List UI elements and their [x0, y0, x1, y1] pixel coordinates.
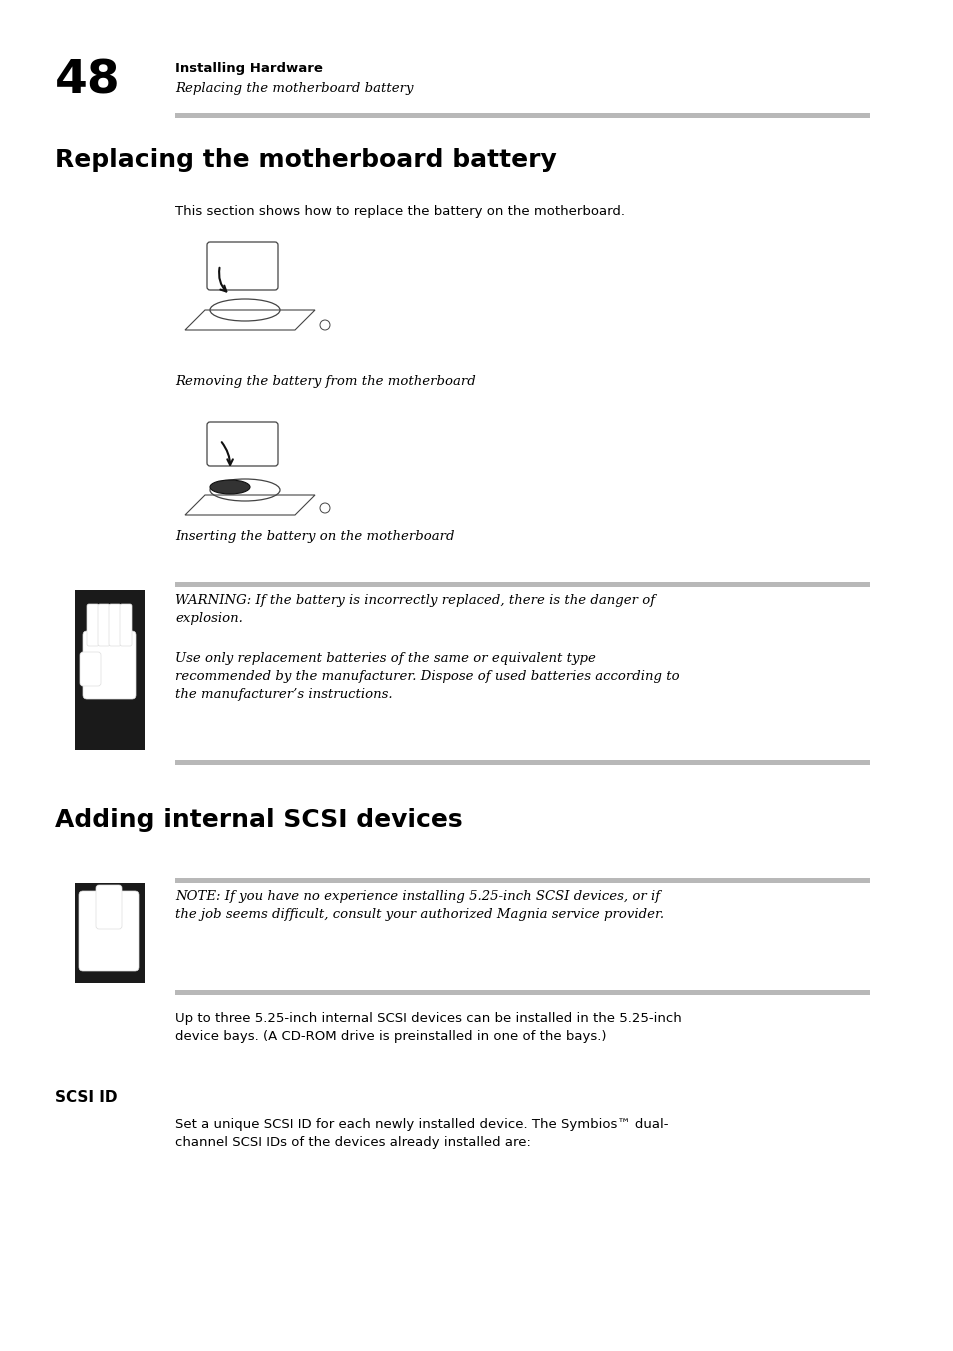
Bar — [75, 884, 145, 984]
Text: 48: 48 — [55, 58, 120, 103]
FancyBboxPatch shape — [98, 604, 110, 646]
Bar — [174, 582, 869, 586]
FancyBboxPatch shape — [96, 885, 122, 929]
Text: Set a unique SCSI ID for each newly installed device. The Symbios™ dual-
channel: Set a unique SCSI ID for each newly inst… — [174, 1119, 668, 1148]
Ellipse shape — [210, 480, 250, 494]
Text: Inserting the battery on the motherboard: Inserting the battery on the motherboard — [174, 530, 454, 543]
FancyBboxPatch shape — [80, 653, 101, 686]
FancyBboxPatch shape — [109, 604, 121, 646]
Bar — [174, 878, 869, 884]
Text: Removing the battery from the motherboard: Removing the battery from the motherboar… — [174, 376, 476, 388]
Bar — [174, 761, 869, 765]
Text: This section shows how to replace the battery on the motherboard.: This section shows how to replace the ba… — [174, 205, 624, 218]
FancyBboxPatch shape — [120, 604, 132, 646]
Text: Installing Hardware: Installing Hardware — [174, 62, 322, 76]
Text: Use only replacement batteries of the same or equivalent type
recommended by the: Use only replacement batteries of the sa… — [174, 653, 679, 701]
Text: Up to three 5.25-inch internal SCSI devices can be installed in the 5.25-inch
de: Up to three 5.25-inch internal SCSI devi… — [174, 1012, 681, 1043]
Bar — [174, 990, 869, 994]
Text: Adding internal SCSI devices: Adding internal SCSI devices — [55, 808, 462, 832]
FancyBboxPatch shape — [79, 892, 139, 971]
Text: SCSI ID: SCSI ID — [55, 1090, 117, 1105]
Text: Replacing the motherboard battery: Replacing the motherboard battery — [55, 149, 557, 172]
Text: NOTE: If you have no experience installing 5.25-inch SCSI devices, or if
the job: NOTE: If you have no experience installi… — [174, 890, 663, 921]
Bar — [174, 113, 869, 118]
Text: Replacing the motherboard battery: Replacing the motherboard battery — [174, 82, 413, 95]
FancyBboxPatch shape — [83, 631, 136, 698]
FancyBboxPatch shape — [87, 604, 99, 646]
Text: WARNING: If the battery is incorrectly replaced, there is the danger of
explosio: WARNING: If the battery is incorrectly r… — [174, 594, 655, 626]
Bar — [75, 590, 145, 750]
